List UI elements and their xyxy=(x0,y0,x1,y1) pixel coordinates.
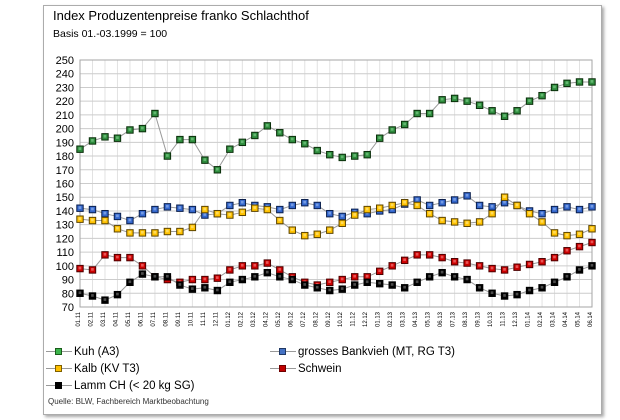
svg-text:170: 170 xyxy=(56,165,74,177)
svg-text:140: 140 xyxy=(56,206,74,218)
svg-text:11.13: 11.13 xyxy=(501,311,507,326)
svg-text:06.13: 06.13 xyxy=(438,311,444,327)
svg-text:07.12: 07.12 xyxy=(301,311,307,327)
svg-text:190: 190 xyxy=(56,137,74,149)
svg-text:110: 110 xyxy=(56,247,74,259)
svg-text:10.12: 10.12 xyxy=(338,311,344,327)
svg-text:01.11: 01.11 xyxy=(76,311,82,326)
svg-text:01.13: 01.13 xyxy=(376,311,382,327)
svg-text:04.11: 04.11 xyxy=(113,311,119,326)
svg-text:06.11: 06.11 xyxy=(138,311,144,326)
svg-text:160: 160 xyxy=(56,179,74,191)
svg-text:220: 220 xyxy=(56,96,74,108)
svg-text:04.13: 04.13 xyxy=(413,311,419,327)
svg-text:180: 180 xyxy=(56,151,74,163)
svg-text:11.11: 11.11 xyxy=(201,311,207,326)
svg-text:01.14: 01.14 xyxy=(526,311,532,327)
svg-text:100: 100 xyxy=(56,261,74,273)
svg-text:04.14: 04.14 xyxy=(563,311,569,327)
svg-text:02.12: 02.12 xyxy=(238,311,244,327)
svg-text:08.12: 08.12 xyxy=(313,311,319,327)
svg-text:230: 230 xyxy=(56,82,74,94)
svg-text:240: 240 xyxy=(56,69,74,81)
svg-text:07.13: 07.13 xyxy=(451,311,457,327)
svg-text:03.14: 03.14 xyxy=(551,311,557,327)
svg-text:05.14: 05.14 xyxy=(576,311,582,327)
svg-text:210: 210 xyxy=(56,110,74,122)
svg-text:01.12: 01.12 xyxy=(226,311,232,327)
svg-text:09.13: 09.13 xyxy=(476,311,482,327)
svg-text:02.13: 02.13 xyxy=(388,311,394,327)
svg-text:02.14: 02.14 xyxy=(538,311,544,327)
svg-text:12.13: 12.13 xyxy=(513,311,519,327)
svg-text:06.14: 06.14 xyxy=(588,311,594,327)
svg-text:07.11: 07.11 xyxy=(151,311,157,326)
svg-text:05.12: 05.12 xyxy=(276,311,282,327)
svg-text:05.11: 05.11 xyxy=(126,311,132,326)
svg-text:12.11: 12.11 xyxy=(213,311,219,326)
svg-text:12.12: 12.12 xyxy=(363,311,369,327)
svg-text:08.11: 08.11 xyxy=(163,311,169,326)
svg-text:03.11: 03.11 xyxy=(101,311,107,326)
svg-text:06.12: 06.12 xyxy=(288,311,294,327)
svg-text:80: 80 xyxy=(62,288,74,300)
svg-text:03.12: 03.12 xyxy=(251,311,257,327)
svg-text:11.12: 11.12 xyxy=(351,311,357,326)
svg-text:130: 130 xyxy=(56,220,74,232)
svg-text:05.13: 05.13 xyxy=(426,311,432,327)
svg-text:10.13: 10.13 xyxy=(488,311,494,327)
svg-text:04.12: 04.12 xyxy=(263,311,269,327)
svg-text:120: 120 xyxy=(56,233,74,245)
svg-text:09.11: 09.11 xyxy=(176,311,182,326)
svg-text:200: 200 xyxy=(56,124,74,136)
svg-text:90: 90 xyxy=(62,275,74,287)
svg-text:250: 250 xyxy=(56,55,74,67)
svg-text:08.13: 08.13 xyxy=(463,311,469,327)
svg-text:150: 150 xyxy=(56,192,74,204)
svg-text:03.13: 03.13 xyxy=(401,311,407,327)
svg-text:70: 70 xyxy=(62,302,74,314)
svg-text:02.11: 02.11 xyxy=(88,311,94,326)
svg-text:10.11: 10.11 xyxy=(188,311,194,326)
svg-text:09.12: 09.12 xyxy=(326,311,332,327)
